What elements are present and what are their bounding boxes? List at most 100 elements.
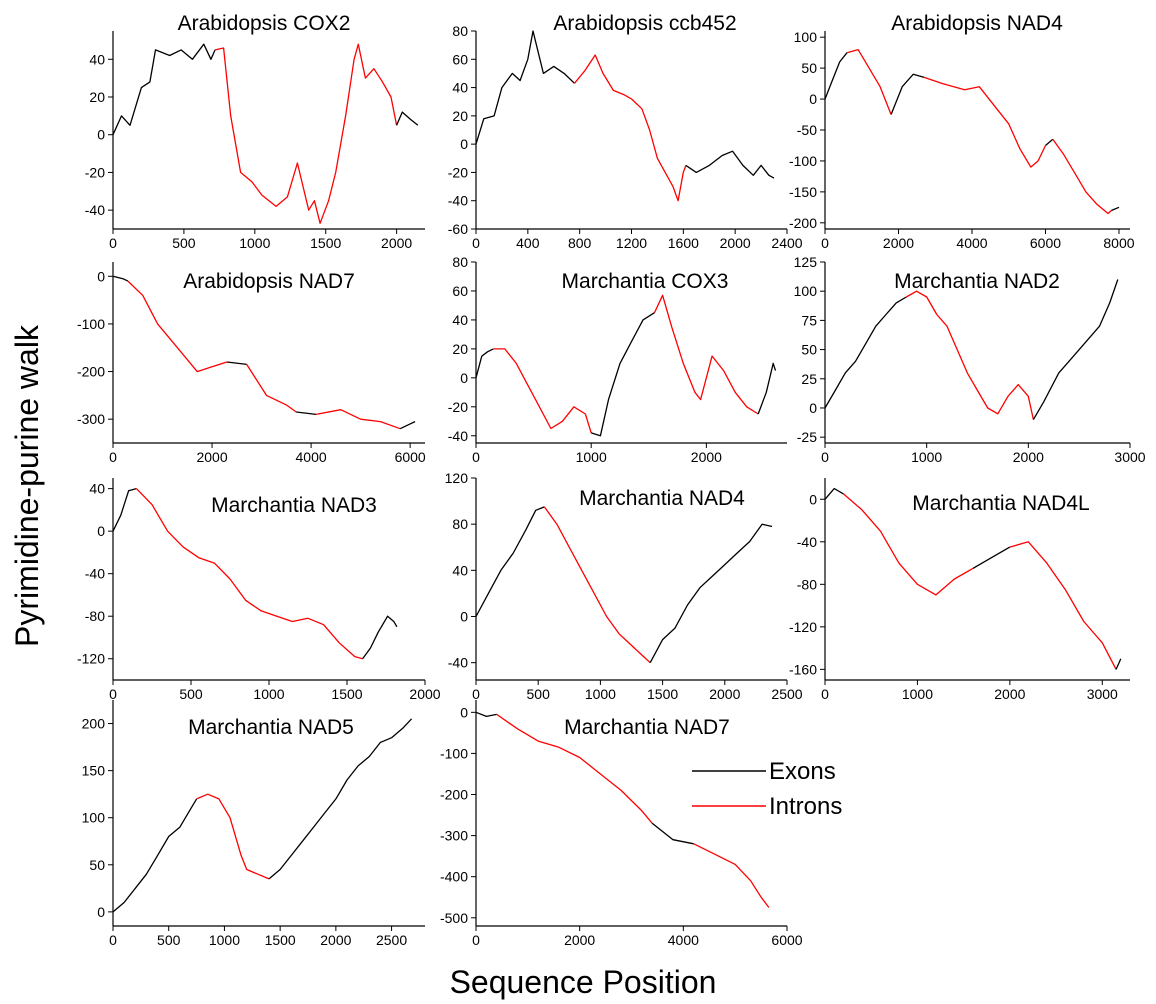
x-tick-label: 1500 [647, 686, 678, 702]
x-tick-label: 8000 [1103, 235, 1134, 251]
y-tick-label: 50 [89, 857, 105, 873]
panel-title: Arabidopsis ccb452 [553, 12, 736, 35]
panel-marchantia-nad3: 0 500 1000 1500 2000 -120 -80 -40 0 40 Marchantia … [77, 478, 441, 702]
intron-segment [1009, 541, 1117, 670]
panel-title: Marchantia NAD3 [211, 494, 377, 517]
intron-segment [246, 364, 297, 413]
x-tick-label: 6000 [1030, 235, 1061, 251]
x-tick-label: 0 [109, 449, 117, 465]
x-tick-label: 4000 [296, 449, 327, 465]
x-tick-label: 500 [172, 235, 196, 251]
panel-marchantia-nad5: 0 500 1000 1500 2000 2500 0 50 100 150 200 Marchant… [82, 700, 425, 948]
intron-segment [214, 43, 398, 224]
intron-segment [846, 48, 892, 115]
exon-segment [396, 111, 419, 126]
x-tick-label: 1000 [585, 686, 616, 702]
x-tick-label: 1000 [911, 449, 942, 465]
x-tick-label: 2000 [883, 235, 914, 251]
y-tick-label: 60 [452, 283, 468, 299]
x-tick-label: 1200 [616, 235, 647, 251]
y-tick-label: -100 [440, 745, 468, 761]
y-tick-label: -20 [448, 399, 468, 415]
y-tick-label: 0 [809, 91, 817, 107]
y-tick-label: -150 [789, 184, 817, 200]
x-tick-label: 2000 [564, 932, 595, 948]
panel-title: Arabidopsis NAD7 [183, 270, 355, 293]
y-tick-label: 0 [809, 491, 817, 507]
panel-title: Arabidopsis COX2 [178, 12, 351, 35]
y-tick-label: 40 [452, 312, 468, 328]
x-tick-label: 0 [472, 449, 480, 465]
y-tick-label: -20 [448, 164, 468, 180]
panel-title: Arabidopsis NAD4 [891, 12, 1063, 35]
exon-segment [362, 615, 398, 660]
exon-segment [296, 411, 317, 416]
y-tick-label: 25 [801, 371, 817, 387]
exon-segment [475, 348, 494, 378]
exon-segment [268, 718, 413, 880]
y-tick-label: 40 [452, 80, 468, 96]
exon-segment [890, 73, 925, 115]
y-tick-label: -80 [797, 576, 817, 592]
x-tick-label: 1000 [253, 686, 284, 702]
exon-segment [1045, 138, 1054, 146]
y-tick-label: 0 [97, 904, 105, 920]
y-tick-label: 40 [89, 481, 105, 497]
y-tick-label: -300 [77, 411, 105, 427]
intron-segment [1052, 138, 1113, 215]
y-tick-label: -60 [448, 221, 468, 237]
x-tick-label: 6000 [771, 932, 802, 948]
exon-segment [475, 506, 545, 617]
exon-segment [591, 312, 655, 437]
y-tick-label: -400 [440, 869, 468, 885]
y-tick-label: 0 [809, 400, 817, 416]
x-tick-label: 1500 [310, 235, 341, 251]
y-tick-label: 0 [97, 127, 105, 143]
intron-segment [843, 493, 974, 596]
panel-marchantia-cox3: 0 1000 2000 -40 -20 0 20 40 60 80 Marchantia COX3 [448, 254, 787, 465]
panel-arabidopsis-ccb452: 0 400 800 1200 1600 2000 2400 -60 -40 -20 0 20 40 60 8… [448, 12, 803, 251]
y-tick-label: 100 [794, 29, 818, 45]
x-tick-label: 1000 [209, 932, 240, 948]
y-tick-label: -200 [77, 364, 105, 380]
exon-segment [824, 487, 844, 500]
exon-segment [475, 711, 497, 718]
y-tick-label: 60 [452, 51, 468, 67]
x-tick-label: 0 [109, 932, 117, 948]
y-tick-label: 0 [460, 370, 468, 386]
exon-segment [112, 487, 137, 532]
x-tick-label: 0 [472, 235, 480, 251]
y-tick-label: 0 [460, 609, 468, 625]
exon-segment [1111, 206, 1120, 211]
y-tick-label: 40 [89, 51, 105, 67]
x-tick-label: 2000 [709, 686, 740, 702]
y-tick-label: 100 [82, 810, 106, 826]
y-tick-label: -160 [789, 661, 817, 677]
exon-segment [112, 275, 129, 282]
y-tick-label: 100 [794, 283, 818, 299]
y-tick-label: -200 [440, 787, 468, 803]
x-tick-label: 6000 [395, 449, 426, 465]
panel-marchantia-nad2: 0 1000 2000 3000-250255075100125Marchantia … [794, 254, 1146, 465]
y-tick-label: 75 [801, 312, 817, 328]
exon-segment [1115, 658, 1122, 670]
x-tick-label: 400 [516, 235, 540, 251]
x-tick-label: 0 [821, 686, 829, 702]
x-tick-label: 500 [157, 932, 181, 948]
y-tick-label: -40 [85, 566, 105, 582]
y-tick-label: 80 [452, 516, 468, 532]
x-tick-label: 4000 [668, 932, 699, 948]
y-tick-label: 200 [82, 716, 106, 732]
y-tick-label: 0 [460, 704, 468, 720]
x-tick-label: 1000 [576, 449, 607, 465]
exon-segment [112, 798, 198, 913]
y-tick-label: 50 [801, 342, 817, 358]
exon-segment [824, 296, 907, 409]
y-tick-label: 120 [445, 470, 469, 486]
legend-intron-label: Introns [769, 793, 842, 820]
y-tick-label: -25 [797, 429, 817, 445]
y-tick-label: -500 [440, 910, 468, 926]
y-axis-label: Pyrimidine-purine walk [9, 324, 45, 647]
panel-title: Marchantia NAD4L [912, 492, 1089, 515]
